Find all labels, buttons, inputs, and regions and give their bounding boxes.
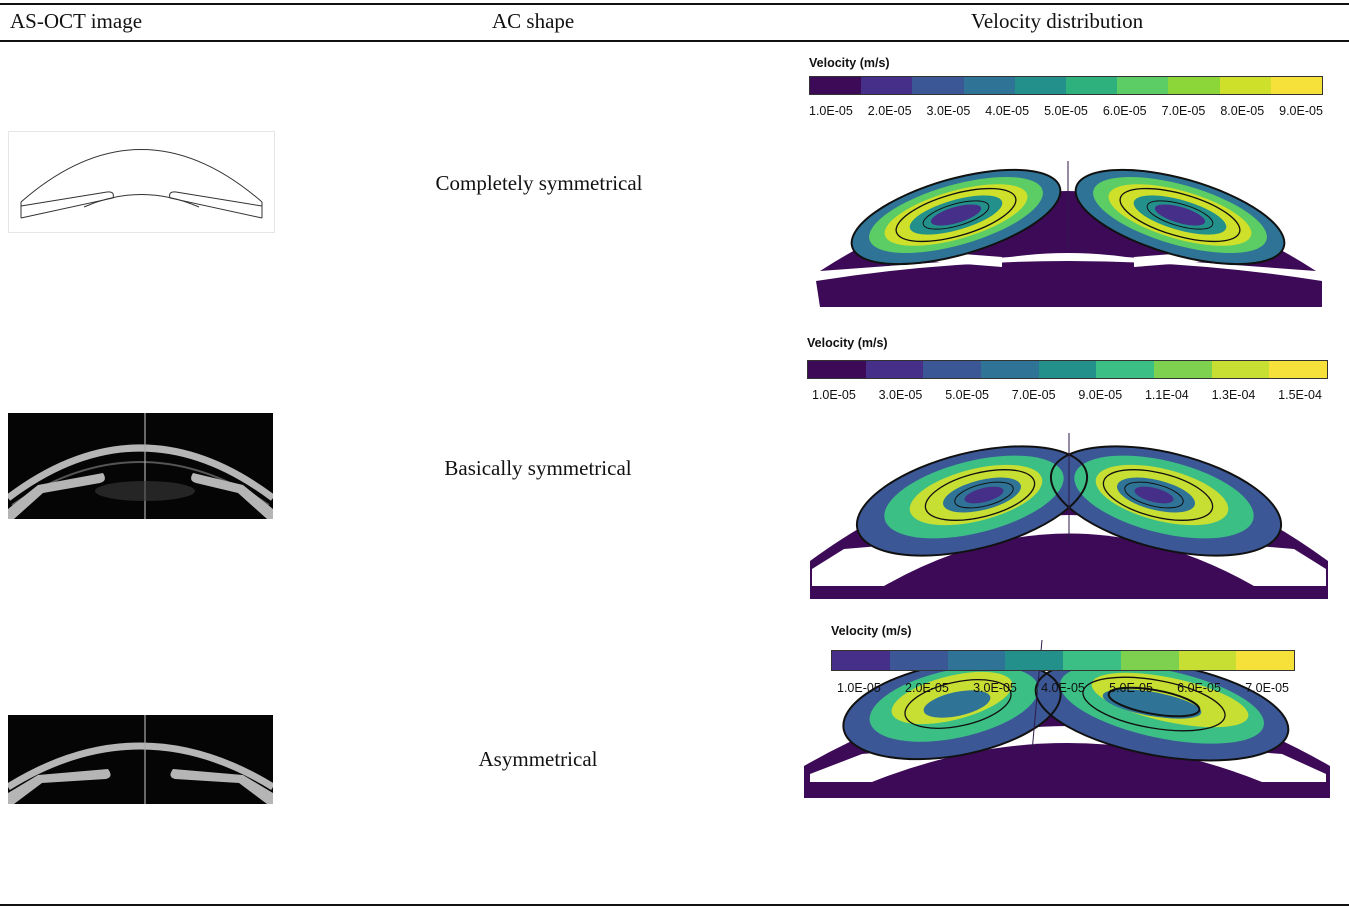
colorbar-swatch bbox=[1005, 651, 1063, 670]
tick-label: 1.3E-04 bbox=[1211, 388, 1256, 402]
colorbar-swatch bbox=[947, 651, 1006, 670]
colorbar-swatch bbox=[1211, 361, 1270, 378]
colorbar-swatch bbox=[1066, 77, 1118, 94]
velocity-panel-row3: Velocity (m/s) 1.0E-05 2.0E-05 3.0E-05 4… bbox=[802, 624, 1334, 892]
colorbar-swatch bbox=[1038, 361, 1097, 378]
top-rule bbox=[0, 3, 1349, 5]
shape-label-row3: Asymmetrical bbox=[478, 747, 598, 771]
tick-label: 1.0E-05 bbox=[812, 388, 856, 402]
colorbar-ticks-row1: 1.0E-05 2.0E-05 3.0E-05 4.0E-05 5.0E-05 … bbox=[809, 104, 1323, 118]
tick-label: 2.0E-05 bbox=[867, 104, 912, 118]
ac-schematic-image bbox=[8, 131, 275, 233]
velocity-title-row1: Velocity (m/s) bbox=[809, 56, 890, 70]
colorbar-swatch bbox=[1168, 77, 1220, 94]
colorbar-swatch bbox=[832, 651, 890, 670]
colorbar-swatch bbox=[1269, 361, 1328, 378]
tick-label: 7.0E-05 bbox=[1011, 388, 1056, 402]
header-velocity: Velocity distribution bbox=[971, 9, 1144, 33]
tick-label: 7.0E-05 bbox=[1161, 104, 1206, 118]
colorbar-ticks-row2: 1.0E-05 3.0E-05 5.0E-05 7.0E-05 9.0E-05 … bbox=[812, 388, 1322, 402]
tick-label: 4.0E-05 bbox=[985, 104, 1030, 118]
colorbar-swatch bbox=[1120, 651, 1179, 670]
velocity-panel-row2: Velocity (m/s) 1.0E-05 3.0E-05 5.0E-05 7… bbox=[804, 336, 1334, 601]
tick-label: 2.0E-05 bbox=[905, 681, 949, 695]
as-oct-image-row2 bbox=[8, 413, 273, 519]
velocity-contour-row1 bbox=[816, 161, 1322, 307]
tick-label: 3.0E-05 bbox=[926, 104, 971, 118]
colorbar-ticks-row3: 1.0E-05 2.0E-05 3.0E-05 4.0E-05 5.0E-05 … bbox=[837, 681, 1289, 695]
as-oct-image-row3 bbox=[8, 715, 273, 804]
velocity-title-row3: Velocity (m/s) bbox=[831, 624, 912, 638]
colorbar-row1 bbox=[809, 76, 1323, 95]
colorbar-swatch bbox=[861, 77, 913, 94]
tick-label: 1.0E-05 bbox=[837, 681, 881, 695]
colorbar-swatch bbox=[912, 77, 964, 94]
tick-label: 6.0E-05 bbox=[1102, 104, 1147, 118]
tick-label: 5.0E-05 bbox=[1044, 104, 1088, 118]
velocity-contour-row3 bbox=[804, 639, 1330, 798]
tick-label: 5.0E-05 bbox=[1109, 681, 1153, 695]
colorbar-swatch bbox=[963, 77, 1015, 94]
colorbar-swatch bbox=[889, 651, 948, 670]
shape-label-row2: Basically symmetrical bbox=[444, 456, 632, 480]
tick-label: 1.0E-05 bbox=[809, 104, 853, 118]
colorbar-row2 bbox=[807, 360, 1328, 379]
shape-label-row1: Completely symmetrical bbox=[435, 171, 643, 195]
colorbar-swatch bbox=[1236, 651, 1294, 670]
colorbar-swatch bbox=[1270, 77, 1323, 94]
tick-label: 9.0E-05 bbox=[1279, 104, 1323, 118]
colorbar-swatch bbox=[1219, 77, 1271, 94]
tick-label: 7.0E-05 bbox=[1245, 681, 1289, 695]
tick-label: 6.0E-05 bbox=[1177, 681, 1221, 695]
colorbar-swatch bbox=[981, 361, 1039, 378]
header-rule bbox=[0, 40, 1349, 42]
header-oct: AS-OCT image bbox=[10, 9, 143, 33]
tick-label: 5.0E-05 bbox=[945, 388, 989, 402]
colorbar-swatch bbox=[1154, 361, 1212, 378]
colorbar-row3 bbox=[831, 650, 1295, 671]
colorbar-swatch bbox=[1096, 361, 1155, 378]
colorbar-swatch bbox=[1063, 651, 1121, 670]
velocity-contour-row2 bbox=[810, 433, 1328, 599]
header-shape: AC shape bbox=[492, 9, 575, 33]
tick-label: 3.0E-05 bbox=[973, 681, 1017, 695]
tick-label: 1.1E-04 bbox=[1144, 388, 1189, 402]
colorbar-swatch bbox=[808, 361, 866, 378]
colorbar-swatch bbox=[810, 77, 862, 94]
colorbar-swatch bbox=[1014, 77, 1067, 94]
tick-label: 8.0E-05 bbox=[1220, 104, 1265, 118]
velocity-title-row2: Velocity (m/s) bbox=[807, 336, 888, 350]
colorbar-swatch bbox=[923, 361, 982, 378]
tick-label: 4.0E-05 bbox=[1041, 681, 1085, 695]
velocity-panel-row1: Velocity (m/s) 1.0E-05 2.0E-05 3.0E-05 4… bbox=[806, 56, 1330, 311]
colorbar-swatch bbox=[1117, 77, 1169, 94]
tick-label: 9.0E-05 bbox=[1078, 388, 1123, 402]
tick-label: 1.5E-04 bbox=[1278, 388, 1322, 402]
colorbar-swatch bbox=[865, 361, 924, 378]
colorbar-swatch bbox=[1178, 651, 1237, 670]
tick-label: 3.0E-05 bbox=[878, 388, 923, 402]
bottom-rule bbox=[0, 904, 1349, 906]
